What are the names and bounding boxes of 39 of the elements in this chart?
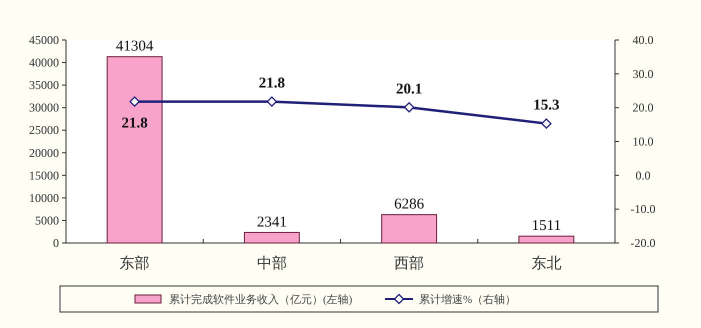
- point: [129, 96, 140, 107]
- data-label: 21.8: [258, 76, 285, 92]
- data-label: 41304: [116, 38, 154, 55]
- data-label: 1511: [532, 218, 562, 234]
- y2-tick-label: 0.0: [636, 168, 650, 182]
- data-label: 20.1: [396, 81, 422, 98]
- bar: [518, 236, 574, 244]
- y-tick-label: 45000: [29, 33, 59, 47]
- y2-tick-label: 30.0: [632, 66, 654, 81]
- data-label: 2341: [256, 214, 287, 230]
- y2-tick-label: -10.0: [630, 202, 656, 216]
- x-tick-label: 中部: [256, 255, 287, 272]
- legend-label: 累计完成软件业务收入（亿元）(左轴): [169, 293, 353, 306]
- y-tick-label: 10000: [29, 190, 59, 205]
- bar: [381, 214, 438, 244]
- y2-tick-label: 10.0: [632, 134, 654, 148]
- y2-tick-label: 40.0: [632, 33, 654, 47]
- y-tick-label: 30000: [29, 100, 59, 115]
- point: [404, 102, 414, 112]
- y-tick-label: 5000: [35, 213, 59, 228]
- y-tick-label: 0: [53, 236, 59, 250]
- x-tick-label: 西部: [394, 255, 424, 272]
- point: [541, 118, 552, 129]
- y-tick-label: 20000: [29, 146, 59, 160]
- y-tick-label: 40000: [29, 56, 59, 70]
- x-tick-label: 东部: [120, 255, 150, 272]
- data-label: 6286: [394, 196, 425, 213]
- data-label: 21.8: [122, 116, 148, 132]
- x-tick-label: 东北: [531, 255, 562, 272]
- y2-tick-label: -20.0: [630, 236, 656, 250]
- bar: [106, 56, 163, 244]
- y-tick-label: 25000: [29, 123, 59, 138]
- y-tick-label: 15000: [29, 168, 59, 182]
- legend-label: 累计增速%（右轴）: [419, 293, 516, 306]
- y2-tick-label: 20.0: [632, 100, 654, 115]
- data-label: 15.3: [533, 98, 560, 114]
- point: [266, 96, 278, 107]
- y-tick-label: 35000: [29, 78, 59, 92]
- bar: [244, 232, 300, 244]
